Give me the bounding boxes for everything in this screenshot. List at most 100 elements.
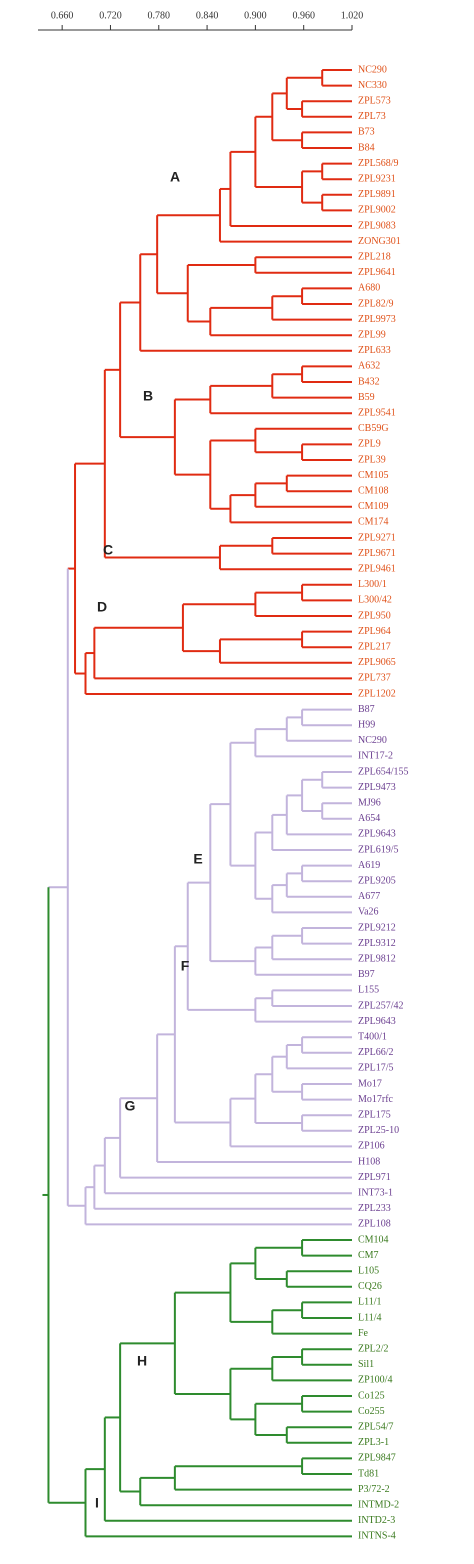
group-label: C	[103, 542, 113, 558]
leaf-label: ZPL3-1	[358, 1437, 389, 1448]
x-tick-label: 1.020	[341, 10, 364, 21]
leaf-label: ZPL9473	[358, 782, 396, 793]
leaf-label: CM104	[358, 1234, 389, 1245]
leaf-label: ZPL9643	[358, 829, 396, 840]
leaf-label: Co125	[358, 1390, 385, 1401]
leaf-label: H99	[358, 719, 375, 730]
leaf-label: ZPL99	[358, 329, 386, 340]
leaf-label: B97	[358, 969, 375, 980]
leaf-label: Sil1	[358, 1359, 374, 1370]
x-tick-label: 0.660	[51, 10, 74, 21]
leaf-label: Va26	[358, 907, 379, 918]
leaf-label: Mo17	[358, 1078, 382, 1089]
leaf-label: CQ26	[358, 1281, 382, 1292]
group-label: H	[137, 1353, 147, 1369]
leaf-label: CM174	[358, 517, 389, 528]
x-tick-label: 0.960	[292, 10, 315, 21]
leaf-label: B73	[358, 127, 375, 138]
leaf-label: ZP100/4	[358, 1375, 392, 1386]
leaf-label: ZPL964	[358, 626, 391, 637]
leaf-label: ZPL108	[358, 1219, 391, 1230]
leaf-label: ZPL654/155	[358, 766, 409, 777]
leaf-label: ZPL2/2	[358, 1343, 389, 1354]
leaf-label: A619	[358, 860, 380, 871]
group-label: E	[193, 851, 202, 867]
leaf-label: NC330	[358, 80, 387, 91]
leaf-label: ZPL9065	[358, 657, 396, 668]
leaf-label: ZPL9461	[358, 563, 396, 574]
group-label: G	[125, 1098, 136, 1114]
leaf-label: ZPL9002	[358, 205, 396, 216]
leaf-label: A677	[358, 891, 380, 902]
leaf-label: ZPL233	[358, 1203, 391, 1214]
leaf-label: L105	[358, 1265, 379, 1276]
leaf-label: B84	[358, 142, 375, 153]
leaf-label: ZPL568/9	[358, 158, 399, 169]
leaf-label: ZPL9	[358, 439, 381, 450]
leaf-label: B432	[358, 376, 380, 387]
leaf-label: Td81	[358, 1468, 379, 1479]
leaf-label: B87	[358, 704, 375, 715]
leaf-label: MJ96	[358, 797, 381, 808]
leaf-label: ZPL9643	[358, 1016, 396, 1027]
leaf-label: T400/1	[358, 1031, 387, 1042]
leaf-label: ZPL9812	[358, 953, 396, 964]
group-label: I	[95, 1495, 99, 1511]
leaf-label: L11/4	[358, 1312, 382, 1323]
leaf-label: ZPL9231	[358, 173, 396, 184]
leaf-label: ZPL73	[358, 111, 386, 122]
x-tick-label: 0.900	[244, 10, 267, 21]
leaf-label: ZPL573	[358, 95, 391, 106]
leaf-label: INTNS-4	[358, 1531, 396, 1542]
leaf-label: ZPL9541	[358, 407, 396, 418]
group-label: B	[143, 388, 153, 404]
leaf-label: P3/72-2	[358, 1484, 390, 1495]
leaf-label: ZPL218	[358, 251, 391, 262]
leaf-label: Co255	[358, 1406, 385, 1417]
leaf-label: INT17-2	[358, 751, 393, 762]
leaf-label: A654	[358, 813, 380, 824]
leaf-label: ZPL633	[358, 345, 391, 356]
leaf-label: ZPL9205	[358, 875, 396, 886]
leaf-label: CM7	[358, 1250, 379, 1261]
x-tick-label: 0.780	[148, 10, 171, 21]
leaf-label: H108	[358, 1156, 380, 1167]
leaf-label: L11/1	[358, 1297, 382, 1308]
leaf-label: A680	[358, 283, 380, 294]
leaf-label: L300/1	[358, 579, 387, 590]
leaf-label: ZPL9671	[358, 548, 396, 559]
leaf-label: ZPL39	[358, 454, 386, 465]
leaf-label: ZPL971	[358, 1172, 391, 1183]
group-label: A	[170, 169, 180, 185]
leaf-label: ZPL66/2	[358, 1047, 394, 1058]
leaf-label: L155	[358, 985, 379, 996]
leaf-label: ZPL217	[358, 641, 391, 652]
leaf-label: ZONG301	[358, 236, 401, 247]
leaf-label: ZPL9641	[358, 267, 396, 278]
leaf-label: INT73-1	[358, 1187, 393, 1198]
leaf-label: L300/42	[358, 595, 392, 606]
group-label: D	[97, 599, 107, 615]
leaf-label: ZPL82/9	[358, 298, 394, 309]
leaf-label: CM108	[358, 485, 389, 496]
leaf-label: ZPL619/5	[358, 844, 399, 855]
leaf-label: ZPL9212	[358, 922, 396, 933]
leaf-label: ZPL175	[358, 1109, 391, 1120]
x-tick-label: 0.720	[99, 10, 122, 21]
leaf-label: CB59G	[358, 423, 389, 434]
leaf-label: ZPL9973	[358, 314, 396, 325]
x-tick-label: 0.840	[196, 10, 219, 21]
leaf-label: Mo17rfc	[358, 1094, 394, 1105]
leaf-label: ZPL25-10	[358, 1125, 399, 1136]
leaf-label: ZPL1202	[358, 688, 396, 699]
leaf-label: CM105	[358, 470, 389, 481]
leaf-label: ZPL9847	[358, 1453, 396, 1464]
leaf-label: ZP106	[358, 1141, 385, 1152]
leaf-label: ZPL9891	[358, 189, 396, 200]
leaf-label: ZPL54/7	[358, 1421, 394, 1432]
leaf-label: B59	[358, 392, 375, 403]
leaf-label: NC290	[358, 64, 387, 75]
leaf-label: ZPL17/5	[358, 1063, 394, 1074]
leaf-label: NC290	[358, 735, 387, 746]
